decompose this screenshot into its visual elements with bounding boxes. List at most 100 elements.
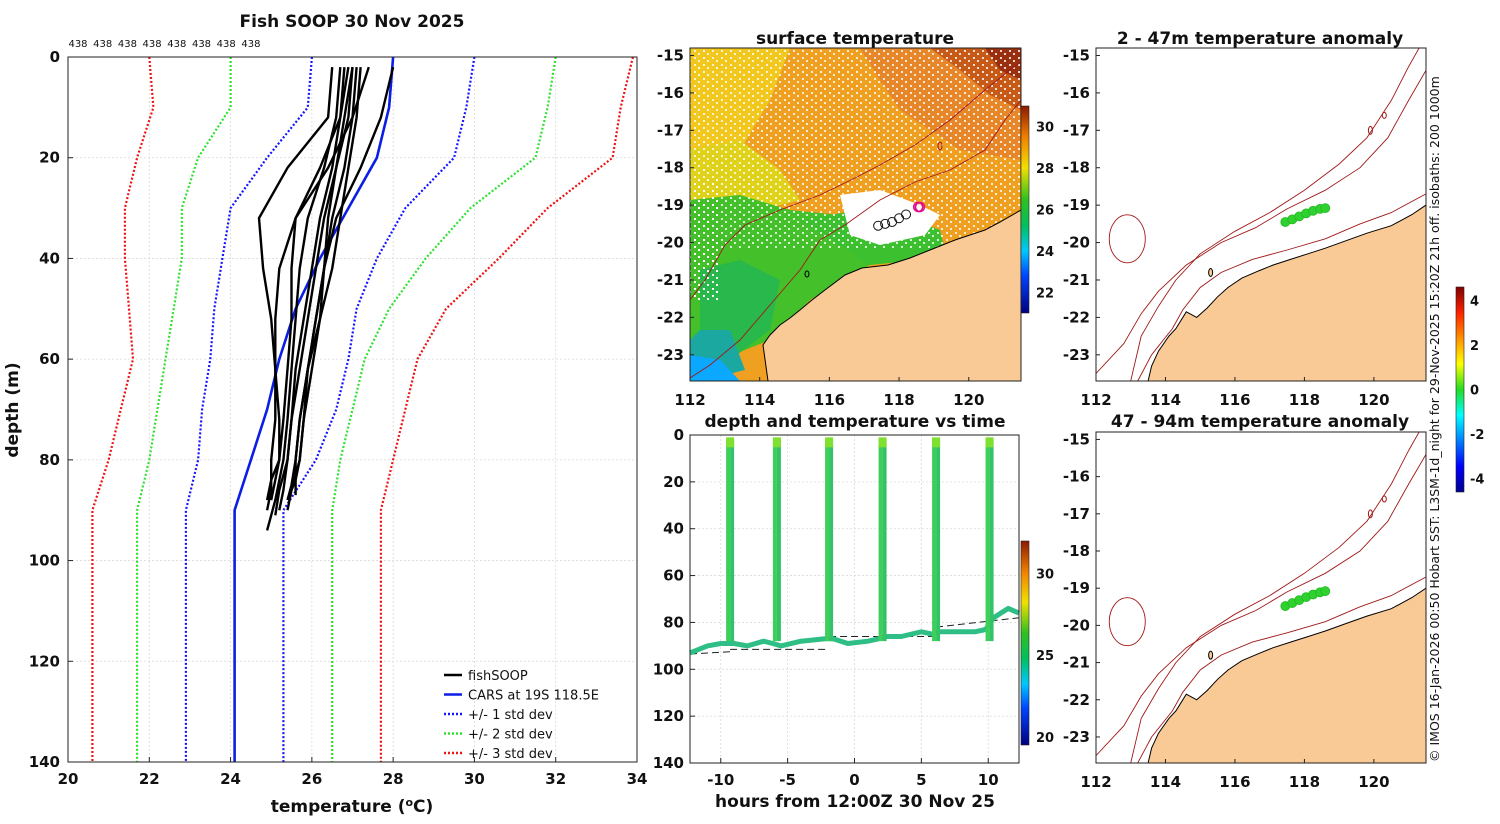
x-tick-label: 118: [1289, 391, 1320, 409]
anomaly-lower-axes-box: [1095, 431, 1427, 764]
anomaly-colorbar-ticks: -4 -2 0 2 4: [1470, 294, 1484, 487]
y-tick-label: 40: [663, 520, 684, 538]
anomaly-lower-y-ticks: -15 -16 -17 -18 -19 -20 -21 -22 -23: [1063, 430, 1100, 746]
y-tick-label: 80: [39, 451, 60, 469]
y-tick-label: 0: [50, 48, 60, 66]
x-tick-label: 114: [744, 391, 775, 409]
profile-ylabel: depth (m): [3, 362, 23, 457]
colorbar-tick-label: -2: [1470, 428, 1484, 443]
y-tick-label: 60: [663, 567, 684, 585]
colorbar-tick-label: 30: [1036, 121, 1054, 136]
y-tick-label: 60: [39, 350, 60, 368]
x-tick-label: 120: [1358, 773, 1389, 791]
depth-time-plot: [689, 434, 1021, 764]
y-tick-label: -20: [1063, 616, 1090, 634]
profile-spike-top: [932, 437, 941, 448]
y-tick-label: -20: [657, 234, 684, 252]
cast-marker: [873, 220, 884, 231]
y-tick-label: 100: [653, 660, 684, 678]
y-tick-label: -18: [1063, 159, 1090, 177]
fishsoop-cast: [265, 66, 350, 501]
rowley-shoals-isobath: [1108, 597, 1146, 647]
colorbar-tick-label: 22: [1036, 286, 1054, 301]
profile-legend: fishSOOP CARS at 19S 118.5E +/- 1 std dev +…: [444, 669, 599, 762]
isobath: [1130, 48, 1420, 381]
anomaly-upper-points: [1280, 203, 1331, 227]
colorbar-tick-label: 2: [1470, 339, 1479, 354]
x-tick-label: -5: [779, 771, 796, 789]
top-label: 438: [68, 39, 87, 50]
depth-time-colorbar: [1020, 540, 1030, 746]
sst-land: [762, 209, 1021, 381]
x-tick-label: 116: [1219, 773, 1250, 791]
profile-title: Fish SOOP 30 Nov 2025: [240, 12, 465, 32]
colorbar-tick-label: 30: [1036, 568, 1054, 583]
y-tick-label: -15: [1063, 46, 1090, 64]
y-tick-label: -17: [657, 121, 684, 139]
profile-grid: [67, 56, 638, 763]
seafloor-line: [689, 651, 731, 655]
y-tick-label: 80: [663, 613, 684, 631]
y-tick-label: 40: [39, 249, 60, 267]
anomaly-lower-panel: 47 - 94m temperature anomaly 112 114 116 11…: [1063, 412, 1427, 791]
sst-field: [690, 48, 1021, 381]
sst-map-x-ticks: 112 114 116 118 120: [674, 377, 984, 409]
y-tick-label: 120: [653, 707, 684, 725]
colorbar-tick-label: 20: [1036, 731, 1054, 746]
profile-panel: Fish SOOP 30 Nov 2025 438 438 438 438 438 438…: [3, 12, 647, 817]
std-band-lower: [184, 56, 313, 762]
profile-lines: [91, 56, 634, 762]
cast-marker: [901, 209, 912, 220]
sst-map-panel: surface temperature 112 114 116: [657, 29, 1054, 409]
colorbar-tick-label: 28: [1036, 162, 1054, 177]
y-tick-label: 20: [663, 473, 684, 491]
x-tick-label: 118: [1289, 773, 1320, 791]
y-tick-label: -18: [657, 159, 684, 177]
y-tick-label: 140: [29, 753, 60, 771]
std-band-lower: [136, 57, 232, 762]
profile-axes-box: [67, 56, 638, 763]
x-tick-label: 10: [978, 771, 999, 789]
isobath: [1137, 576, 1426, 763]
profile-spike-top: [825, 437, 834, 448]
cast-marker: [880, 218, 891, 229]
legend-label: CARS at 19S 118.5E: [468, 689, 599, 704]
x-tick-label: 22: [139, 770, 160, 788]
y-tick-label: -21: [1063, 654, 1090, 672]
y-tick-label: -18: [1063, 542, 1090, 560]
depth-time-title: depth and temperature vs time: [705, 412, 1006, 432]
top-label: 438: [192, 39, 211, 50]
cast-marker: [914, 201, 926, 213]
seafloor-line: [936, 617, 1020, 628]
anomaly-lower-x-ticks: 112 114 116 118 120: [1080, 759, 1390, 791]
y-tick-label: -17: [1063, 505, 1090, 523]
sst-colorbar-ticks: 22 24 26 28 30: [1036, 121, 1054, 302]
profile-top-labels: 438 438 438 438 438 438 438 438: [68, 39, 260, 50]
std-band-lower: [91, 56, 155, 762]
std-band-upper: [282, 56, 476, 762]
anomaly-lower-points: [1280, 586, 1331, 611]
anomaly-upper-x-ticks: 112 114 116 118 120: [1080, 377, 1390, 409]
sst-colorbar: [1020, 105, 1030, 314]
x-tick-label: 0: [849, 771, 859, 789]
y-tick-label: 100: [29, 552, 60, 570]
anomaly-point: [1320, 586, 1331, 597]
anomaly-upper-map: [1096, 48, 1426, 381]
top-label: 438: [143, 39, 162, 50]
y-tick-label: -20: [1063, 234, 1090, 252]
x-tick-label: 114: [1150, 391, 1181, 409]
top-label: 438: [217, 39, 236, 50]
depth-time-y-ticks: 0 20 40 60 80 100 120 140: [653, 426, 695, 772]
depth-time-xlabel: hours from 12:00Z 30 Nov 25: [715, 792, 995, 812]
fishsoop-cast: [274, 67, 346, 516]
x-tick-label: 120: [953, 391, 984, 409]
y-tick-label: -21: [1063, 271, 1090, 289]
x-tick-label: 28: [383, 770, 404, 788]
colorbar-tick-label: 25: [1036, 649, 1054, 664]
top-label: 438: [167, 39, 186, 50]
island: [1208, 267, 1214, 277]
y-tick-label: 0: [674, 426, 684, 444]
y-tick-label: -16: [1063, 468, 1090, 486]
y-tick-label: -19: [1063, 579, 1090, 597]
land: [1147, 587, 1426, 763]
